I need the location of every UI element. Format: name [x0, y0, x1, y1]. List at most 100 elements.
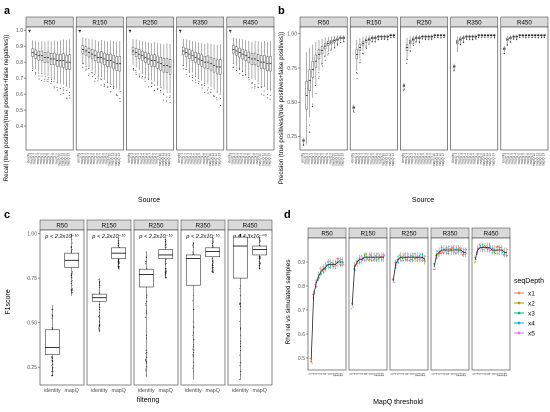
box-outlier: [98, 309, 100, 310]
box-outlier: [69, 91, 71, 93]
series-point: [382, 254, 384, 256]
box-outlier: [71, 277, 73, 279]
x-tick-label: 12: [419, 373, 423, 377]
box-outlier: [260, 93, 262, 95]
box-outlier: [336, 43, 338, 45]
series-point: [312, 293, 314, 295]
box-outlier: [70, 252, 72, 254]
box-outlier: [192, 348, 194, 350]
box-outlier: [169, 97, 171, 99]
series-point: [382, 257, 384, 259]
series-point: [341, 259, 343, 261]
box-outlier: [207, 92, 209, 94]
x-tick-label: mapQ 6: [196, 153, 200, 165]
x-tick-label: mapQ 1: [304, 153, 308, 165]
series-point: [369, 258, 371, 261]
box-outlier: [113, 86, 115, 88]
box-outlier: [198, 83, 200, 85]
x-tick-label: 4: [482, 373, 486, 375]
box-outlier: [440, 37, 442, 39]
series-point: [465, 249, 467, 251]
box-outlier: [239, 320, 241, 322]
x-tick-label: mapQ 6: [520, 153, 524, 165]
y-tick-label: 0.5: [298, 356, 305, 362]
box-outlier: [118, 262, 119, 264]
box-outlier: [239, 354, 241, 356]
series-point: [493, 252, 495, 254]
x-tick-label: 6: [364, 373, 368, 375]
box-outlier: [185, 73, 187, 75]
series-point: [432, 268, 434, 270]
x-tick-label: mapQ 9: [155, 153, 159, 165]
facet-strip-label: R450: [517, 20, 532, 27]
series-point: [440, 252, 442, 254]
x-tick-label: mapQ 6: [419, 153, 423, 165]
series-point: [451, 250, 453, 252]
x-tick-label: identity: [77, 153, 81, 164]
box-outlier: [145, 370, 147, 372]
box-outlier: [118, 246, 120, 248]
facet-strip-label: R150: [92, 20, 107, 27]
x-tick-label: 4: [441, 373, 445, 375]
series-point: [340, 263, 342, 265]
box-outlier: [71, 272, 73, 274]
box-outlier: [98, 306, 100, 308]
box-outlier: [99, 293, 101, 295]
x-tick-label: 5: [320, 373, 324, 375]
box-outlier: [525, 37, 527, 39]
box-outlier: [515, 39, 517, 41]
series-point: [408, 255, 410, 257]
x-tick-label: mapQ 5: [193, 153, 197, 165]
box-outlier: [232, 62, 234, 64]
series-point: [488, 243, 490, 245]
x-tick-label: 10: [374, 373, 378, 377]
series-point: [466, 252, 468, 254]
x-tick-label: 11: [335, 373, 339, 377]
facet-panel: [299, 26, 348, 151]
box-outlier: [165, 242, 167, 244]
box-outlier: [192, 361, 194, 363]
box-outlier: [525, 36, 527, 38]
box-outlier: [522, 36, 524, 38]
x-tick-label: mapQ 4: [363, 153, 367, 165]
box-outlier: [212, 245, 214, 247]
box-outlier: [88, 73, 90, 75]
box-outlier: [118, 260, 120, 262]
series-point: [365, 253, 367, 256]
series-point: [442, 251, 444, 254]
box-outlier: [359, 59, 361, 61]
box-outlier: [192, 80, 194, 82]
box-outlier: [166, 96, 168, 98]
box-outlier: [368, 43, 370, 45]
box-outlier: [204, 83, 206, 85]
x-tick-label: mapQ 12: [338, 153, 342, 166]
x-tick-label: mapQ 13: [167, 153, 171, 166]
box-outlier: [259, 256, 261, 258]
box-outlier: [145, 256, 147, 258]
box-outlier: [51, 365, 53, 367]
box-outlier: [374, 41, 376, 43]
box-outlier: [465, 38, 467, 40]
box-outlier: [98, 278, 100, 280]
box-outlier: [192, 352, 194, 354]
box-outlier: [427, 39, 429, 41]
box-outlier: [117, 264, 119, 266]
x-tick-label: identity: [27, 153, 31, 164]
box-outlier: [457, 48, 459, 50]
box-outlier: [146, 334, 148, 336]
series-point: [358, 257, 361, 259]
box-outlier: [195, 82, 197, 84]
x-tick-label: mapQ 6: [319, 153, 323, 165]
series-point: [423, 259, 425, 261]
box-outlier: [431, 38, 433, 40]
series-point: [367, 257, 369, 260]
box-outlier: [165, 240, 167, 242]
box-outlier: [192, 321, 194, 323]
x-tick-label: mapQ 12: [214, 153, 218, 166]
x-tick-label: 8: [451, 373, 455, 375]
box-outlier: [145, 359, 147, 361]
box-outlier: [52, 366, 54, 368]
box-body: [232, 236, 248, 279]
x-tick-label: mapQ 10: [331, 153, 335, 166]
x-tick-label: 13: [504, 373, 508, 377]
